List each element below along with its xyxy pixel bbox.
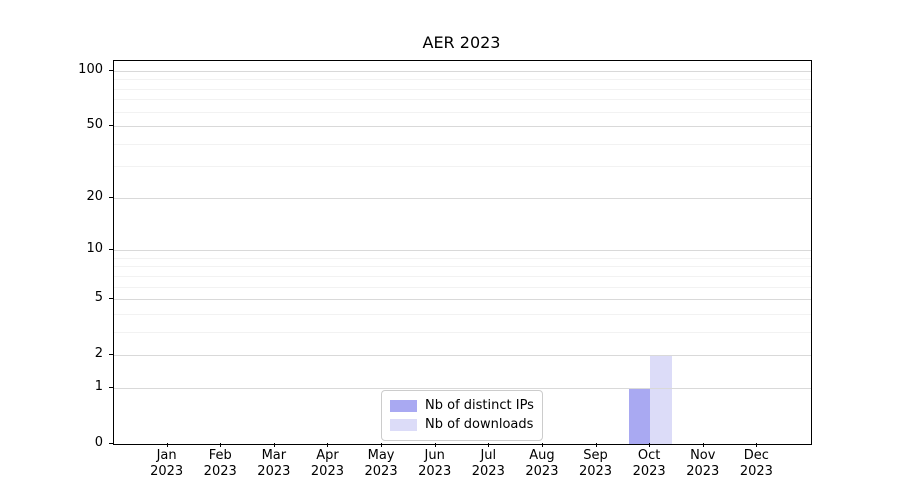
x-tick-year: 2023 — [418, 464, 452, 479]
x-tick — [541, 443, 543, 447]
gridline-minor — [114, 143, 811, 145]
gridline-minor — [114, 331, 811, 333]
x-tick-month: Sep — [583, 448, 608, 463]
gridline-minor — [114, 275, 811, 277]
y-tick-label: 5 — [94, 290, 103, 306]
x-tick-month: Aug — [529, 448, 555, 463]
x-tick-label: Mar 2023 — [243, 448, 305, 480]
x-tick-year: 2023 — [310, 464, 344, 479]
legend-swatch-distinct-ips — [390, 400, 417, 412]
x-tick-month: Nov — [690, 448, 716, 463]
x-tick-month: Feb — [208, 448, 232, 463]
plot-area: Nb of distinct IPs Nb of downloads — [113, 60, 812, 445]
x-tick — [220, 443, 222, 447]
gridline-minor — [114, 166, 811, 168]
legend-item-distinct-ips: Nb of distinct IPs — [390, 398, 534, 414]
y-tick — [109, 125, 113, 126]
legend-label-downloads: Nb of downloads — [425, 417, 534, 432]
x-tick-label: Apr 2023 — [296, 448, 358, 480]
x-tick-year: 2023 — [525, 464, 559, 479]
y-tick — [109, 197, 113, 198]
x-tick-year: 2023 — [364, 464, 398, 479]
x-tick — [166, 443, 168, 447]
y-tick — [109, 354, 113, 355]
x-tick-year: 2023 — [203, 464, 237, 479]
gridline-minor — [114, 88, 811, 90]
gridline-minor — [114, 79, 811, 81]
legend-item-downloads: Nb of downloads — [390, 417, 534, 433]
gridline-minor — [114, 99, 811, 101]
gridline-major — [114, 71, 811, 72]
x-tick-label: May 2023 — [350, 448, 412, 480]
x-tick-label: Feb 2023 — [189, 448, 251, 480]
gridline-minor — [114, 313, 811, 315]
y-tick-label: 1 — [94, 378, 103, 394]
x-tick-label: Jan 2023 — [136, 448, 198, 480]
y-tick — [109, 443, 113, 444]
y-tick-label: 2 — [94, 346, 103, 362]
x-tick-month: Jul — [480, 448, 497, 463]
x-tick-year: 2023 — [471, 464, 505, 479]
x-tick-year: 2023 — [739, 464, 773, 479]
gridline-minor — [114, 111, 811, 113]
x-tick-month: Apr — [316, 448, 339, 463]
x-tick-month: Oct — [637, 448, 661, 463]
gridline-minor — [114, 257, 811, 259]
x-tick-year: 2023 — [578, 464, 613, 479]
y-tick-label: 10 — [86, 241, 103, 257]
x-tick — [756, 443, 758, 447]
bar-downloads — [650, 355, 672, 444]
x-tick-label: Dec 2023 — [725, 448, 787, 480]
y-tick-label: 20 — [86, 188, 103, 204]
x-tick — [273, 443, 275, 447]
gridline-major — [114, 387, 811, 389]
x-tick-year: 2023 — [257, 464, 291, 479]
x-tick-label: Aug 2023 — [511, 448, 573, 480]
x-tick-month: Jan — [156, 448, 177, 463]
y-tick — [109, 387, 113, 388]
bar-distinct-ips — [628, 387, 651, 444]
x-tick-label: Jul 2023 — [457, 448, 519, 480]
y-tick-label: 100 — [78, 62, 103, 77]
x-tick-month: Jun — [424, 448, 445, 463]
y-tick-label: 50 — [86, 117, 103, 133]
x-tick-label: Nov 2023 — [672, 448, 734, 480]
x-tick-label: Jun 2023 — [404, 448, 466, 480]
legend-swatch-downloads — [390, 419, 417, 431]
gridline-major — [114, 197, 811, 199]
x-tick-label: Sep 2023 — [565, 448, 627, 480]
x-tick-year: 2023 — [150, 464, 184, 479]
legend: Nb of distinct IPs Nb of downloads — [381, 390, 543, 441]
gridline-minor — [114, 266, 811, 268]
x-tick — [595, 443, 597, 447]
x-tick-month: Mar — [261, 448, 287, 463]
x-tick — [488, 443, 490, 447]
x-tick-month: May — [367, 448, 395, 463]
x-tick-month: Dec — [743, 448, 769, 463]
gridline-major — [114, 126, 811, 128]
gridline-major — [114, 355, 811, 357]
x-tick — [702, 443, 704, 447]
x-tick — [381, 443, 383, 447]
legend-label-distinct-ips: Nb of distinct IPs — [425, 398, 534, 413]
gridline-major — [114, 250, 811, 252]
x-tick — [649, 443, 651, 447]
gridline-major — [114, 299, 811, 301]
x-tick-label: Oct 2023 — [618, 448, 680, 480]
chart-title: AER 2023 — [422, 33, 501, 52]
x-tick-year: 2023 — [632, 464, 666, 479]
x-tick-year: 2023 — [686, 464, 720, 479]
x-tick — [434, 443, 436, 447]
y-tick — [109, 298, 113, 299]
x-tick — [327, 443, 329, 447]
y-tick — [109, 249, 113, 250]
y-tick — [109, 70, 113, 71]
gridline-minor — [114, 286, 811, 288]
y-tick-label: 0 — [94, 435, 103, 450]
